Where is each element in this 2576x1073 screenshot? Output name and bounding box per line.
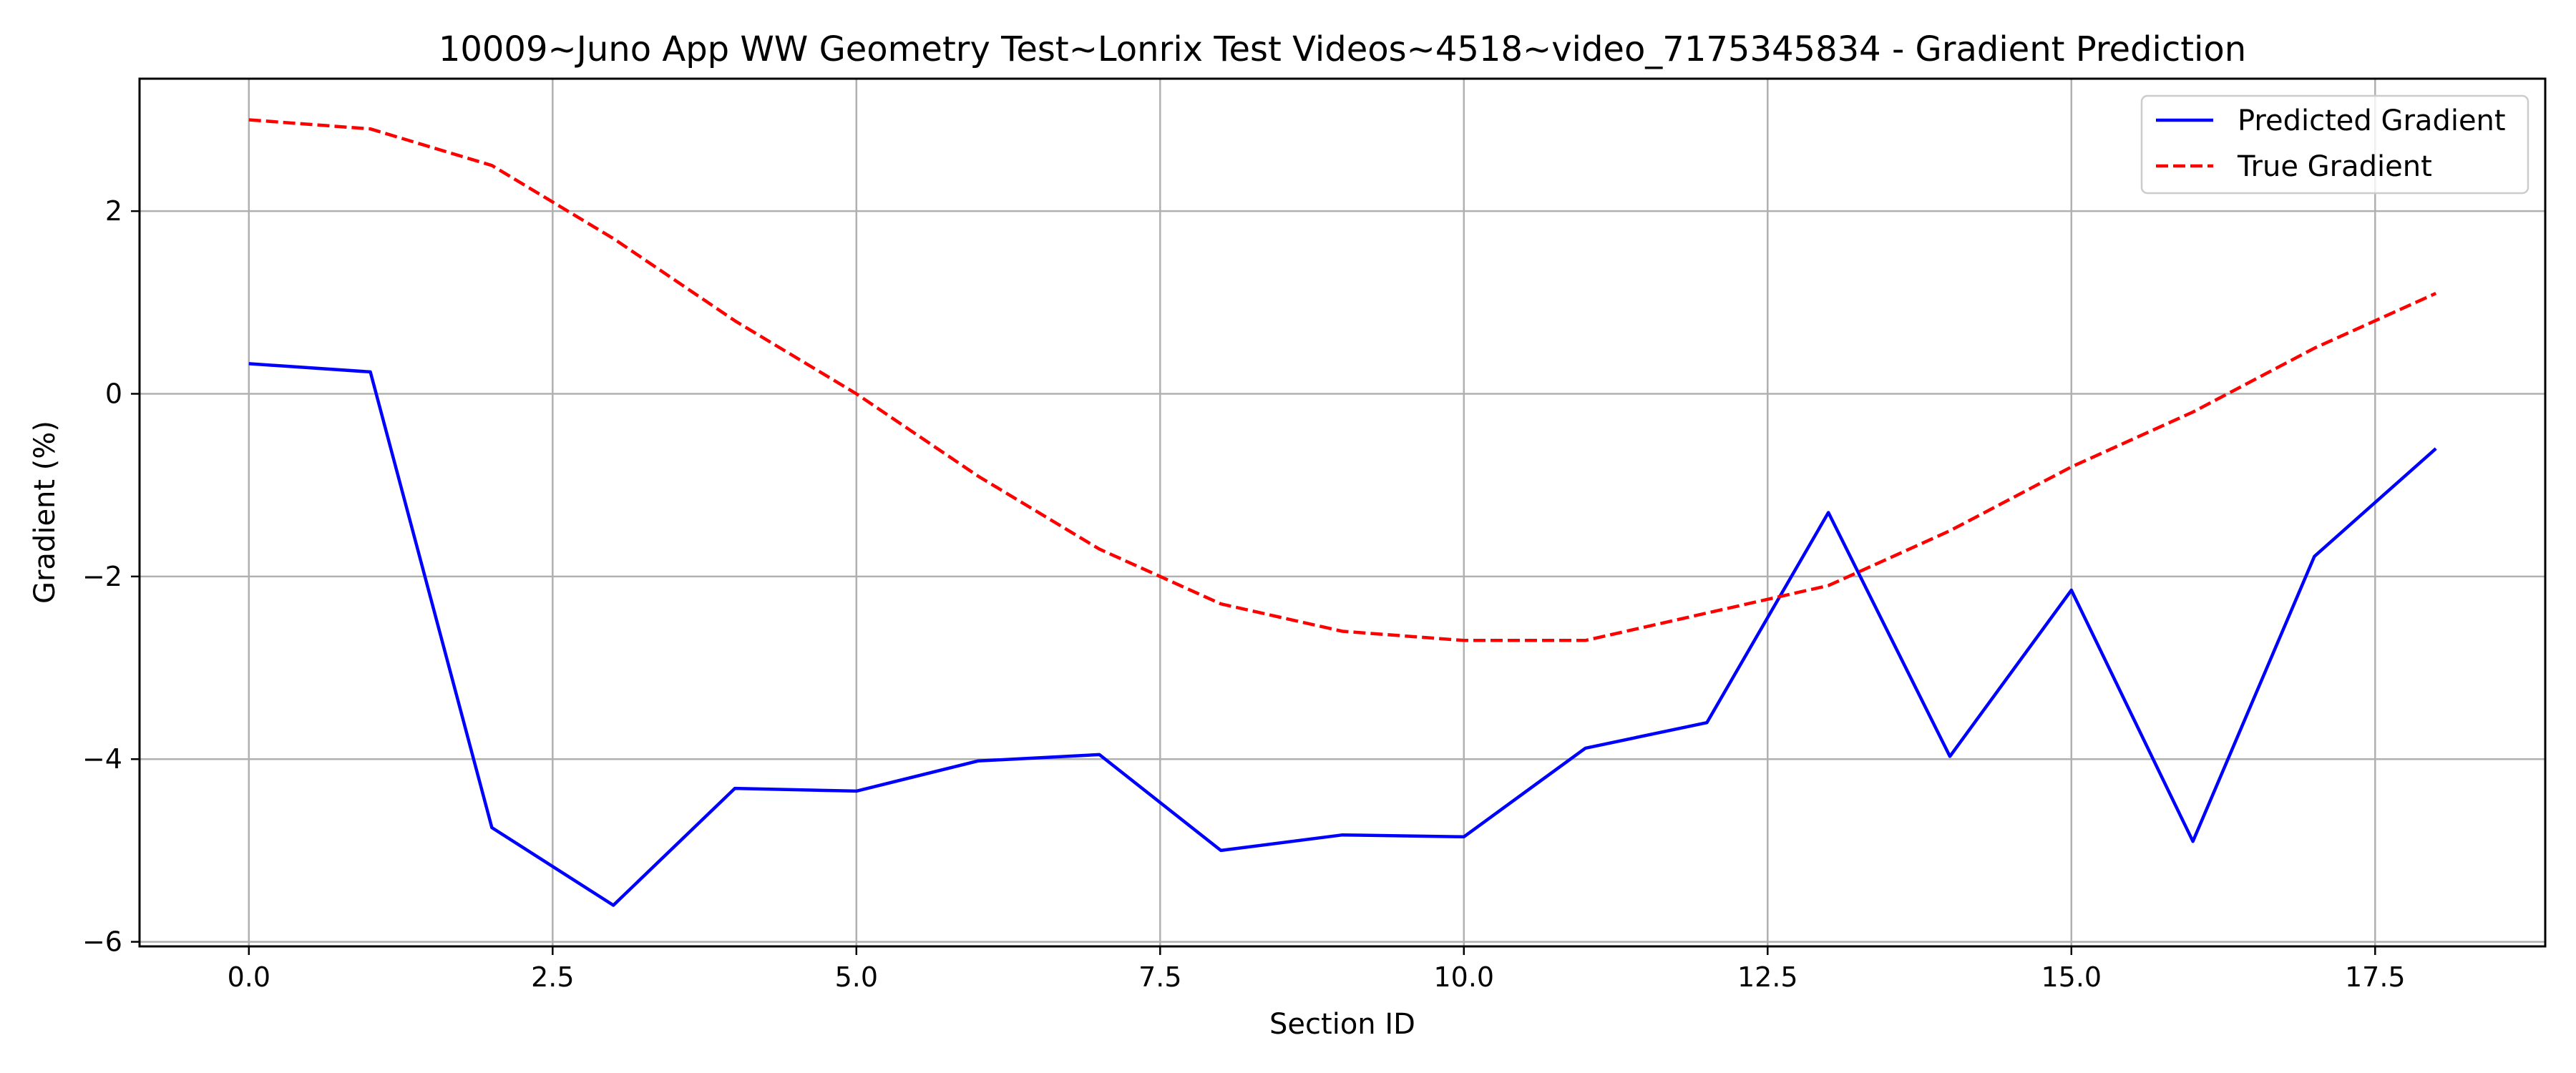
y-tick-label: −6 [82, 926, 122, 958]
x-tick-label: 12.5 [1737, 961, 1798, 993]
plot-frame [138, 77, 2547, 948]
x-axis-label: Section ID [1269, 1008, 1415, 1041]
x-tick-label: 10.0 [1433, 961, 1494, 993]
y-tick-label: −2 [82, 561, 122, 592]
y-tick-label: 2 [105, 195, 122, 227]
x-tick-label: 5.0 [835, 961, 878, 993]
legend-box [2140, 94, 2529, 195]
y-tick-label: −4 [82, 743, 122, 775]
series-line-predicted [248, 362, 2437, 907]
legend-label-true: True Gradient [2237, 150, 2432, 183]
series-layer [248, 118, 2437, 907]
ticks: 0.0 2.5 5.0 7.5 10.0 12.5 15.0 17.5 −6 −4 −2 0 2 [82, 195, 2406, 993]
grid [140, 79, 2545, 946]
series-line-true [248, 118, 2437, 642]
legend-label-predicted: Predicted Gradient [2238, 104, 2506, 137]
x-tick-label: 17.5 [2345, 961, 2406, 993]
y-axis-label: Gradient (%) [29, 421, 62, 604]
x-tick-label: 7.5 [1138, 961, 1181, 993]
chart-title: 10009~Juno App WW Geometry Test~Lonrix T… [439, 29, 2246, 69]
x-tick-label: 0.0 [228, 961, 270, 993]
x-tick-label: 15.0 [2041, 961, 2102, 993]
x-tick-label: 2.5 [531, 961, 574, 993]
y-tick-label: 0 [105, 378, 122, 410]
legend: Predicted Gradient True Gradient [2140, 94, 2529, 195]
